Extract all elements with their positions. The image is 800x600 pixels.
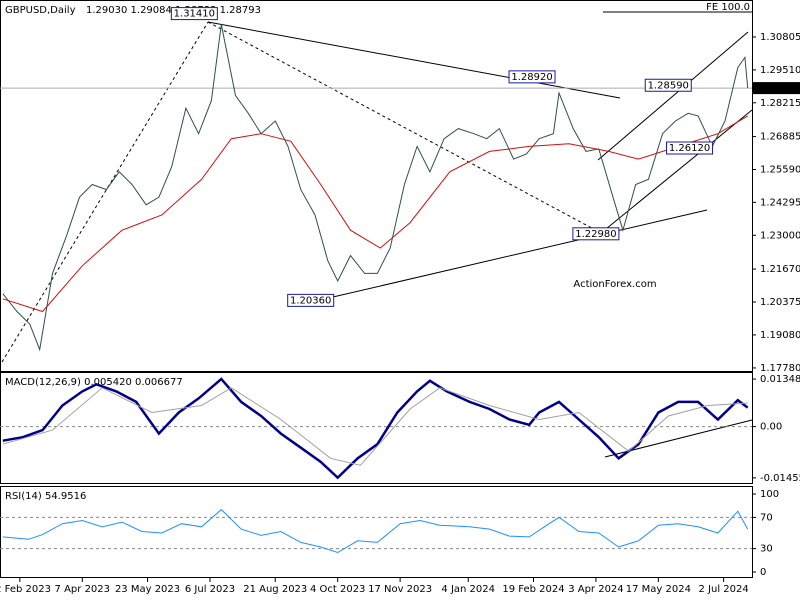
annotation-label: 1.20360 <box>290 295 331 306</box>
y-tick-label: -0.014554 <box>760 473 800 484</box>
trendline <box>319 209 708 301</box>
y-tick-label: 1.26885 <box>760 132 800 143</box>
y-tick-label: 100 <box>760 489 779 500</box>
annotation-label: 1.28590 <box>648 80 689 91</box>
trendline <box>207 21 602 234</box>
annotation-box <box>508 70 556 84</box>
watermark: ActionForex.com <box>573 279 656 290</box>
x-tick-label: 22 Feb 2023 <box>0 584 51 595</box>
annotation-label: 1.26120 <box>669 143 710 154</box>
panel-title: RSI(14) 54.9516 <box>5 491 86 502</box>
y-tick-label: 1.19080 <box>760 330 800 341</box>
series-line <box>2 387 748 466</box>
last-price-label: 1.28793 <box>758 83 799 94</box>
annotation-box <box>644 78 692 92</box>
y-tick-label: 1.24295 <box>760 197 800 208</box>
annotation-label: 1.22980 <box>575 229 616 240</box>
series-line <box>2 24 749 352</box>
y-tick-label: 0 <box>760 567 766 578</box>
y-tick-label: 0.013489 <box>760 374 800 385</box>
annotation-box <box>287 293 335 307</box>
panel-frame <box>0 372 753 484</box>
series-line <box>2 508 749 554</box>
panel-title: GBPUSD,Daily <box>5 5 76 16</box>
x-tick-label: 4 Oct 2023 <box>310 584 365 595</box>
y-tick-label: 1.23000 <box>760 230 800 241</box>
x-tick-label: 19 Feb 2024 <box>502 584 564 595</box>
x-tick-label: 2 Jul 2024 <box>699 584 749 595</box>
trendline <box>1 21 209 363</box>
annotation-box <box>170 7 218 21</box>
channel-line <box>600 109 753 234</box>
x-tick-label: 6 Jul 2023 <box>185 584 235 595</box>
x-tick-label: 7 Apr 2023 <box>55 584 110 595</box>
x-tick-label: 17 May 2024 <box>626 584 691 595</box>
y-tick-label: 1.20375 <box>760 297 800 308</box>
last-price-box <box>753 82 800 95</box>
panel-frame <box>0 0 753 372</box>
annotation-label: 1.31410 <box>174 9 215 20</box>
panel-title: MACD(12,26,9) 0.005420 0.006677 <box>5 377 183 388</box>
y-tick-label: 1.21670 <box>760 264 800 275</box>
x-tick-label: 21 Aug 2023 <box>243 584 307 595</box>
series-line <box>2 115 748 313</box>
y-tick-label: 30 <box>760 544 773 555</box>
annotation-box <box>666 141 714 155</box>
x-tick-label: 23 May 2023 <box>115 584 180 595</box>
trendline <box>207 21 621 99</box>
y-tick-label: 1.28215 <box>760 98 800 109</box>
panel-frame <box>0 486 753 578</box>
fe-label: FE 100.0 <box>706 2 750 13</box>
y-tick-label: 70 <box>760 512 773 523</box>
x-tick-label: 17 Nov 2023 <box>368 584 432 595</box>
y-tick-label: 1.17780 <box>760 363 800 374</box>
x-tick-label: 4 Jan 2024 <box>441 584 495 595</box>
annotation-box <box>572 227 620 241</box>
annotation-label: 1.28920 <box>511 72 552 83</box>
y-tick-label: 1.25590 <box>760 164 800 175</box>
x-tick-label: 3 Apr 2024 <box>568 584 623 595</box>
y-tick-label: 1.30805 <box>760 32 800 43</box>
trendlines <box>1 11 753 458</box>
y-tick-label: 1.29510 <box>760 65 800 76</box>
channel-line <box>597 31 749 161</box>
y-tick-label: 0.00 <box>760 422 782 433</box>
